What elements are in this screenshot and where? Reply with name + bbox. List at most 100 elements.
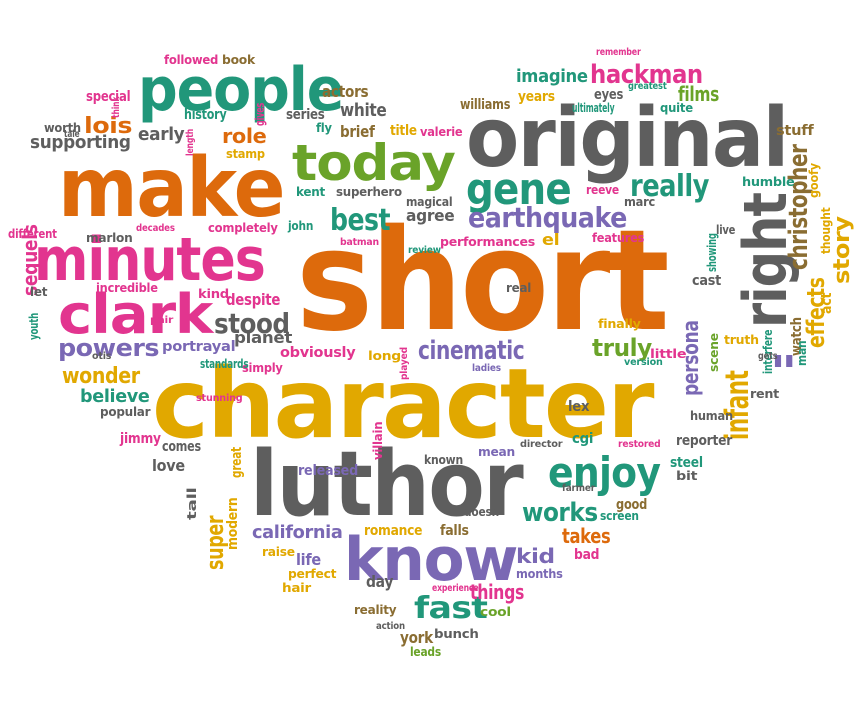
word: marlon [86,231,133,245]
word: superhero [336,185,402,199]
word: enjoy [548,448,661,497]
word: early [138,124,185,145]
word: gets [758,351,778,362]
word: stamp [226,147,265,161]
word: things [470,580,525,604]
word: make [58,141,285,236]
word: scene [707,333,721,372]
word: fast [414,591,488,626]
word: stunning [196,393,243,404]
word: takes [562,524,611,548]
word: restored [618,439,661,450]
word: special [86,89,131,105]
word: stood [214,307,290,340]
word: cool [480,605,511,619]
word: incredible [96,281,158,295]
word: gene [466,164,572,215]
word: ladies [472,363,501,374]
word: california [252,522,343,543]
word: york [400,628,433,647]
word: day [366,572,394,591]
word: reporter [676,433,733,449]
word: jimmy [120,431,161,447]
word: luthor [250,432,524,537]
word: steel [670,455,703,471]
word: released [298,463,358,479]
word: screen [600,509,639,523]
word: gives [253,102,267,126]
word: romance [364,523,423,539]
word: valerie [420,125,463,139]
word: performances [440,235,535,249]
word: magical [406,195,453,209]
word: cgi [572,431,594,447]
word: reality [354,603,397,617]
word: stuff [776,123,814,139]
word: youth [27,312,41,340]
word: showing [705,233,719,272]
word: perfect [288,567,337,581]
word: original [466,91,789,186]
word: action [376,621,405,632]
word: different [8,227,57,241]
word: powers [58,334,159,362]
word: think [111,96,122,118]
word: followed [164,53,219,67]
word: super [201,515,229,570]
word: character [152,348,655,460]
word: greatest [628,81,667,92]
word: el [542,230,560,249]
word: version [624,357,663,368]
word: cinematic [418,336,525,366]
word: modern [225,497,241,550]
word: white [340,100,387,121]
word: earthquake [468,201,627,234]
word: man [795,340,809,366]
word: clark [58,283,213,346]
word: little [650,347,687,361]
word: hackman [590,60,703,90]
word: act [819,292,835,314]
word: otis [92,351,112,362]
word: wonder [62,364,140,389]
word: supporting [30,132,131,153]
word: bit [676,469,698,483]
word: doesn [464,505,499,519]
word: experience [432,583,479,594]
word: love [152,456,185,475]
word: rent [750,387,780,401]
word: today [292,134,456,192]
word: minutes [34,225,266,295]
word: remember [596,47,641,58]
word: ll [772,352,795,371]
word: villain [371,421,385,460]
word: imagine [516,66,588,87]
word: short [296,200,670,363]
word: mean [478,445,516,459]
word: comes [162,439,201,455]
word: really [630,169,709,204]
word: eyes [594,87,624,103]
word: know [344,525,518,595]
word: hair [282,581,311,595]
word: let [30,285,48,299]
word: standards [200,357,249,371]
word: pair [150,315,174,326]
word: long [368,349,401,363]
word: known [424,453,463,467]
word: live [716,223,736,237]
word: believe [80,386,150,407]
word: series [286,107,325,123]
word: obviously [280,345,356,361]
word: infant [718,370,756,440]
word: falls [440,523,469,539]
word: actors [322,82,369,101]
word: humble [742,175,795,189]
word: played [399,347,410,380]
word: thought [819,207,833,254]
word: decades [136,223,175,234]
word: best [330,203,391,238]
word: truly [592,334,652,362]
word: farmer [562,483,595,494]
word: raise [262,545,295,559]
